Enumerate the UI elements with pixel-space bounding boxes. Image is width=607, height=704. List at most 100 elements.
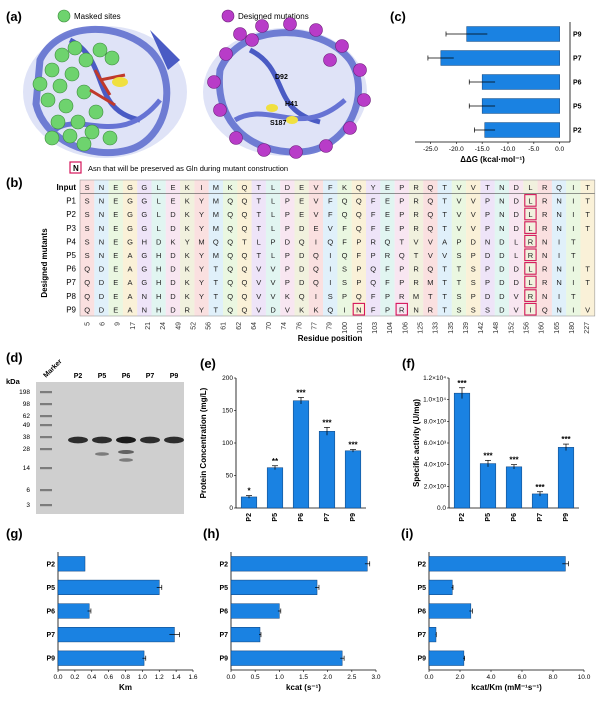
residue-letter: K (185, 183, 190, 192)
panel-a-label: (a) (6, 9, 22, 24)
marker-band (40, 467, 52, 470)
residue-letter: N (413, 305, 418, 314)
category-label: P2 (246, 513, 253, 522)
residue-letter: I (529, 305, 531, 314)
residue-position-tick: 103 (372, 322, 379, 334)
residue-letter: A (128, 305, 133, 314)
residue-letter: P (285, 197, 290, 206)
residue-letter: R (399, 305, 405, 314)
sequence-row-label: P9 (66, 305, 76, 314)
kda-unit-label: kDa (6, 377, 21, 386)
category-label: P2 (219, 561, 228, 568)
alignment-column-shade (280, 180, 295, 316)
marker-size-label: 14 (23, 465, 31, 472)
residue-letter: T (485, 183, 490, 192)
mutation-site-dot-14 (207, 75, 221, 89)
residue-letter: S (456, 292, 461, 301)
residue-letter: I (329, 251, 331, 260)
alignment-column-shade (251, 180, 266, 316)
residue-letter: S (471, 265, 476, 274)
bar-P2 (230, 556, 368, 572)
residue-letter: N (499, 210, 504, 219)
sequence-row-label: P7 (66, 278, 76, 287)
residue-letter: P (471, 251, 476, 260)
residue-letter: L (528, 183, 532, 192)
residue-letter: L (528, 265, 532, 274)
residue-letter: V (271, 292, 276, 301)
residue-letter: I (572, 183, 574, 192)
residue-letter: L (257, 237, 261, 246)
residue-letter: P (485, 265, 490, 274)
residue-letter: R (542, 197, 548, 206)
mutation-site-dot-13 (213, 103, 227, 117)
bar-P9 (428, 650, 465, 666)
category-label: P9 (219, 656, 228, 663)
residue-letter: V (328, 224, 333, 233)
residue-position-tick: 100 (342, 322, 349, 334)
residue-letter: D (99, 305, 105, 314)
residue-letter: I (315, 292, 317, 301)
y-tick-label: 50 (226, 473, 234, 480)
residue-letter: A (442, 237, 447, 246)
residue-letter: P (485, 278, 490, 287)
residue-position-tick: 62 (236, 322, 243, 330)
residue-letter: D (485, 251, 491, 260)
alignment-frame (79, 179, 596, 317)
residue-letter: G (141, 183, 147, 192)
residue-letter: F (371, 224, 376, 233)
residue-letter: F (328, 183, 333, 192)
category-label: P6 (573, 80, 582, 87)
residue-letter: Y (199, 292, 204, 301)
masked-site-dot-14 (62, 128, 78, 144)
residue-letter: Q (227, 210, 233, 219)
category-label: P6 (219, 609, 228, 616)
panel-a: (a) Masked sites Designed mutations D92 … (6, 9, 371, 159)
residue-letter: S (85, 251, 90, 260)
residue-letter: S (85, 197, 90, 206)
residue-letter: M (213, 224, 219, 233)
residue-letter: Q (342, 197, 348, 206)
residue-letter: T (442, 278, 447, 287)
residue-letter: S (85, 237, 90, 246)
residue-letter: T (256, 210, 261, 219)
residue-letter: R (542, 210, 548, 219)
residue-letter: T (442, 265, 447, 274)
masked-site-dot-16 (44, 130, 60, 146)
residue-letter: F (357, 251, 362, 260)
mutation-site-dot-4 (309, 23, 323, 37)
residue-letter: D (299, 251, 305, 260)
residue-letter: T (585, 224, 590, 233)
residue-letter: R (399, 292, 405, 301)
category-label: P6 (46, 609, 55, 616)
gel-background (36, 382, 184, 514)
residue-letter: T (256, 251, 261, 260)
residue-letter: P (485, 210, 490, 219)
sequence-row-label: P5 (66, 251, 76, 260)
alignment-column-shade (366, 180, 381, 316)
marker-size-label: 49 (23, 422, 31, 429)
residue-letter: L (271, 210, 275, 219)
category-label: P2 (459, 513, 466, 522)
residue-letter: Q (227, 305, 233, 314)
residue-letter: V (585, 305, 590, 314)
residue-letter: L (271, 224, 275, 233)
residue-letter: H (156, 305, 161, 314)
residue-letter: S (485, 305, 490, 314)
panel-h-label: (h) (203, 526, 220, 541)
minor-band (119, 458, 133, 462)
y-tick-label: 150 (222, 408, 233, 415)
residue-letter: Q (356, 210, 362, 219)
x-tick-label: 2.5 (347, 674, 356, 681)
marker-size-label: 6 (26, 487, 30, 494)
x-tick-label: 10.0 (578, 674, 591, 681)
residue-letter: R (413, 210, 419, 219)
x-axis-title: kcat/Km (mM⁻¹s⁻¹) (471, 683, 542, 692)
residue-letter: D (513, 265, 519, 274)
residue-letter: V (456, 183, 461, 192)
residue-letter: V (414, 237, 419, 246)
category-label: P5 (417, 585, 426, 592)
gel-lane-label: P9 (170, 373, 179, 380)
residue-letter: I (572, 224, 574, 233)
marker-size-label: 62 (23, 413, 31, 420)
residue-position-tick: 74 (281, 322, 288, 330)
